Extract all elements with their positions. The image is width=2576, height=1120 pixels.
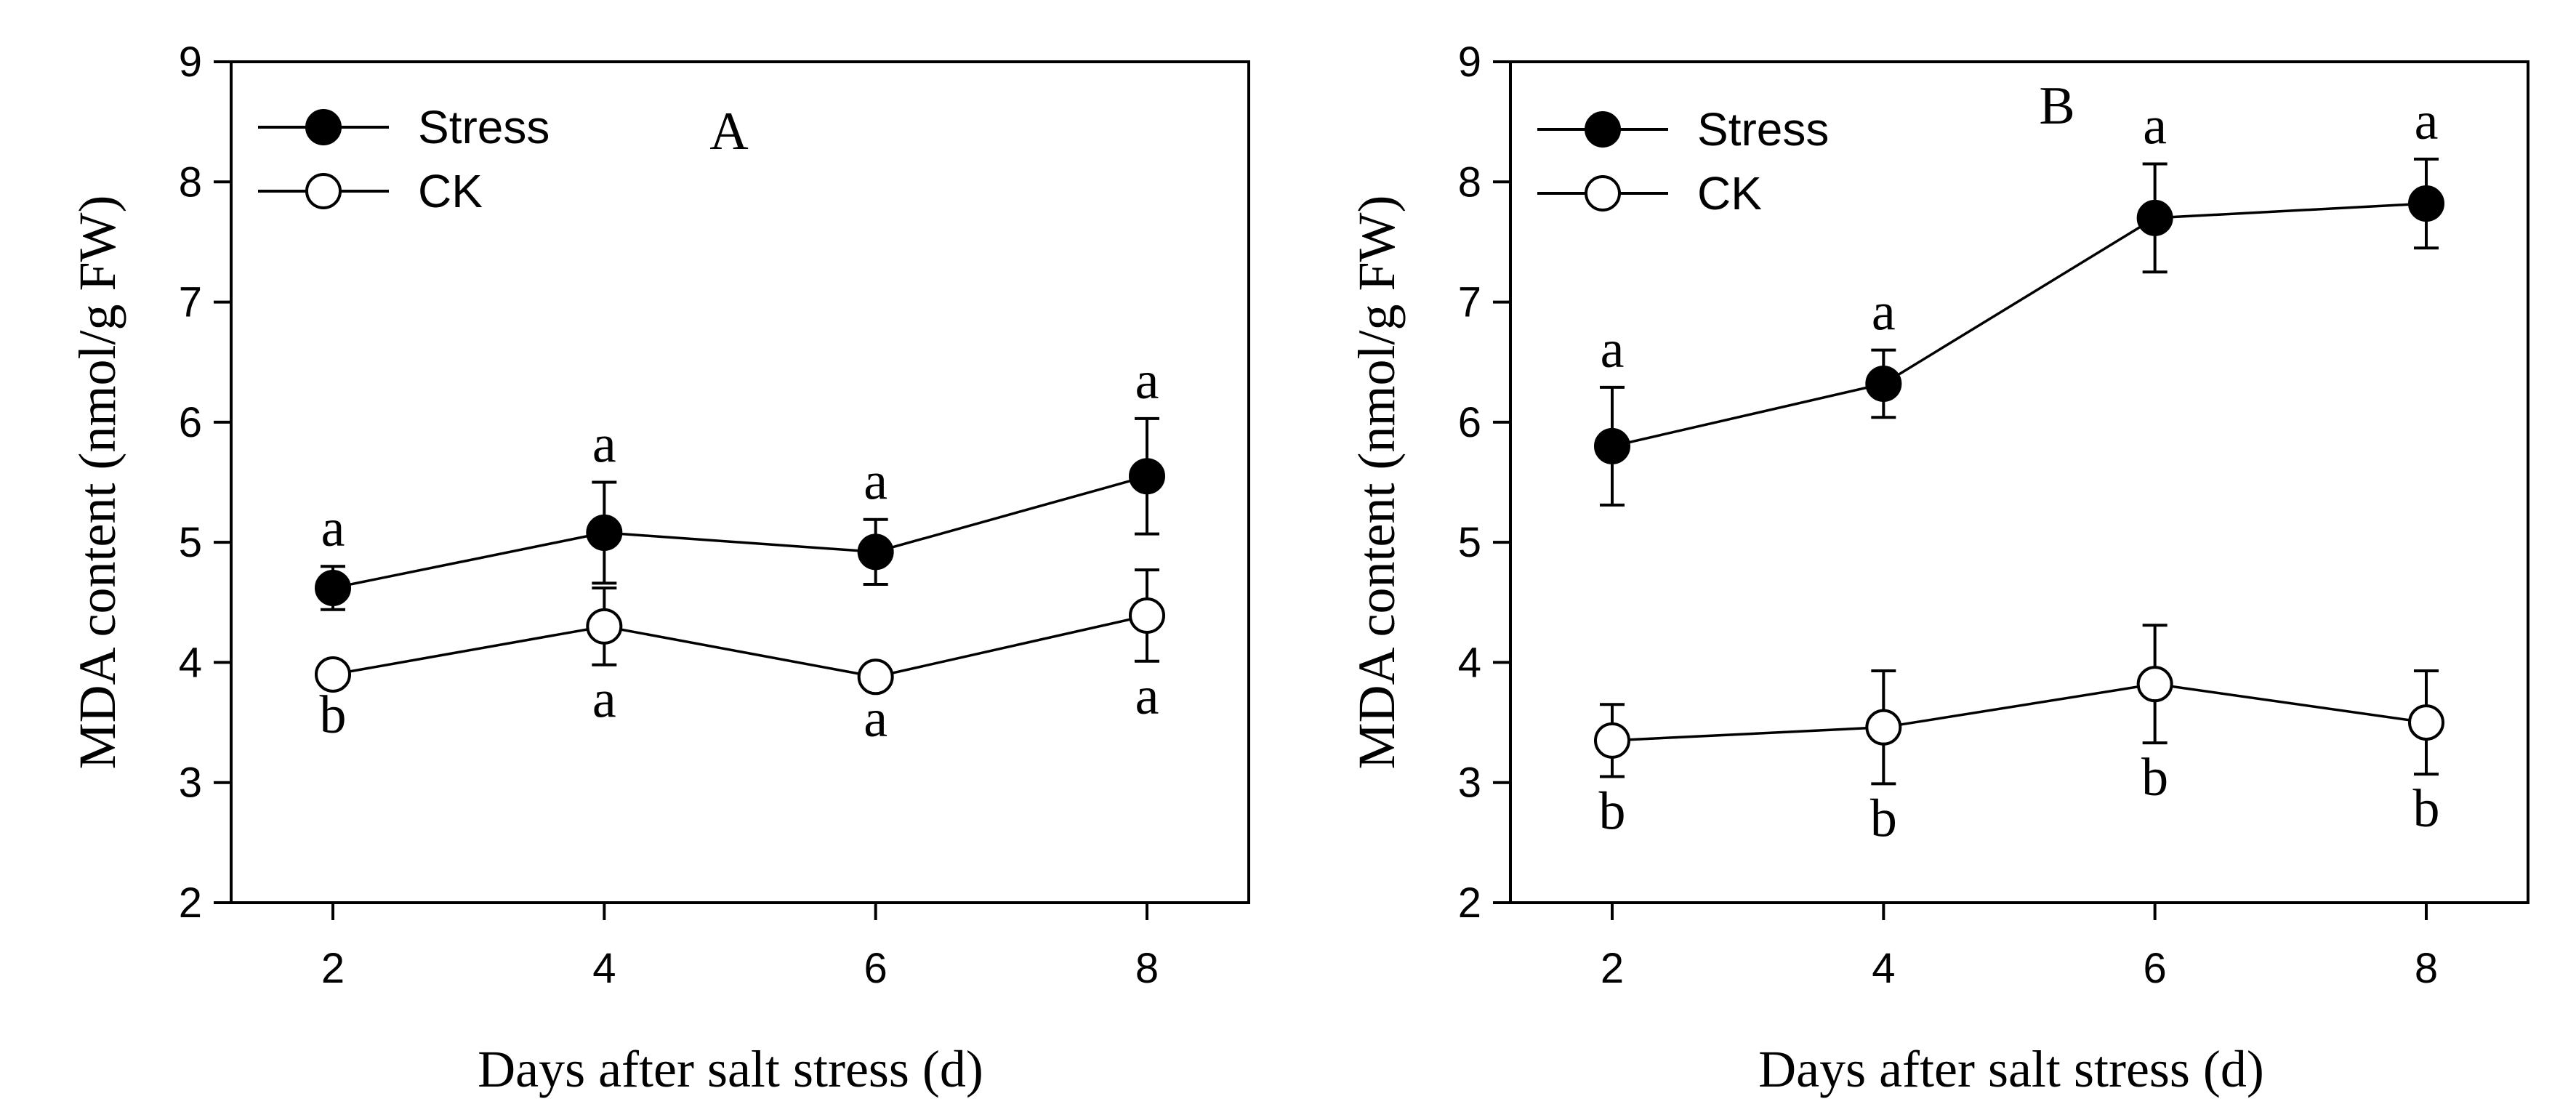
- data-point: [1865, 365, 1902, 402]
- y-tick-label: 4: [179, 639, 202, 686]
- plot-frame: [1509, 60, 2529, 904]
- significance-letter: a: [864, 452, 887, 512]
- panel-label: A: [709, 102, 748, 161]
- significance-letter: b: [320, 685, 347, 745]
- series-line: [332, 614, 1148, 679]
- significance-letter: a: [592, 670, 616, 730]
- significance-letter: a: [1872, 283, 1896, 342]
- data-point: [1865, 709, 1902, 746]
- data-point: [586, 514, 623, 551]
- series-stress: a a a a: [1594, 92, 2444, 507]
- data-point: [857, 658, 894, 696]
- legend-marker: [1585, 111, 1621, 148]
- y-tick-label: 2: [1458, 879, 1481, 927]
- data-point: [1594, 427, 1630, 464]
- data-point: [1594, 722, 1630, 759]
- significance-letter: a: [1601, 320, 1625, 379]
- data-point: [857, 533, 894, 571]
- x-tick-label: 2: [1601, 945, 1624, 992]
- y-tick-label: 2: [179, 879, 202, 927]
- legend-item-ck: CK: [1537, 167, 1762, 219]
- data-point: [1129, 458, 1165, 495]
- data-point: [315, 569, 351, 606]
- legend-label: CK: [418, 165, 483, 217]
- legend-marker: [1585, 175, 1621, 211]
- legend-item-ck: CK: [258, 165, 483, 217]
- data-point: [1129, 597, 1165, 634]
- y-tick-label: 8: [1458, 158, 1481, 206]
- data-point: [2136, 199, 2173, 236]
- legend-label: Stress: [418, 101, 550, 153]
- panel-label: B: [2039, 76, 2074, 136]
- series-ck: b bbb: [1594, 624, 2444, 848]
- chart-panel-b: 2 3 4 5 6 7 8 9 2 4 6 8 Days after salt stress (d) MD…: [1348, 39, 2529, 1098]
- y-tick-label: 3: [1458, 760, 1481, 807]
- y-tick-label: 5: [1458, 519, 1481, 566]
- data-point: [2408, 185, 2444, 222]
- chart-panel-a: 2 3 4 5 6 7 8 9 2 4 6 8 Days after salt stress (d) MD…: [68, 39, 1250, 1098]
- y-axis-title: MDA content (nmol/g FW): [68, 196, 126, 770]
- series-line: [1611, 682, 2427, 742]
- legend-item-stress: Stress: [1537, 103, 1829, 156]
- significance-letter: b: [1599, 781, 1626, 841]
- series-stress: a a a a: [315, 351, 1165, 611]
- legend-marker: [305, 109, 342, 145]
- significance-letter: b: [2141, 748, 2168, 807]
- x-tick-label: 6: [2144, 945, 2167, 992]
- series-line: [332, 475, 1148, 589]
- y-tick-label: 6: [179, 399, 202, 446]
- x-tick-label: 8: [1135, 945, 1159, 992]
- y-tick-label: 3: [179, 760, 202, 807]
- y-axis-title: MDA content (nmol/g FW): [1348, 196, 1406, 770]
- significance-letter: a: [1135, 666, 1159, 726]
- legend-label: Stress: [1697, 103, 1829, 156]
- x-axis-title: Days after salt stress (d): [1758, 1040, 2264, 1098]
- x-tick-label: 2: [321, 945, 345, 992]
- legend-label: CK: [1697, 167, 1762, 219]
- legend: Stress CK: [258, 101, 550, 217]
- significance-letter: a: [1135, 351, 1159, 411]
- y-tick-label: 4: [1458, 639, 1481, 686]
- data-point: [586, 608, 623, 645]
- significance-letter: a: [2143, 96, 2167, 156]
- series-line: [1611, 202, 2427, 448]
- y-tick-label: 6: [1458, 399, 1481, 446]
- y-tick-label: 8: [179, 158, 202, 206]
- plot-frame: [230, 60, 1250, 904]
- y-tick-label: 7: [179, 279, 202, 326]
- data-point: [2408, 704, 2444, 741]
- significance-letter: b: [2413, 779, 2440, 839]
- x-tick-label: 4: [592, 945, 616, 992]
- legend-marker: [305, 173, 342, 209]
- x-tick-label: 6: [864, 945, 887, 992]
- data-point: [2136, 666, 2173, 703]
- x-tick-label: 8: [2415, 945, 2438, 992]
- significance-letter: a: [864, 689, 887, 749]
- significance-letter: a: [592, 415, 616, 475]
- data-point: [315, 656, 351, 693]
- significance-letter: b: [1870, 789, 1897, 848]
- x-axis-title: Days after salt stress (d): [478, 1040, 983, 1098]
- x-tick-label: 4: [1872, 945, 1895, 992]
- y-tick-label: 5: [179, 519, 202, 566]
- y-tick-label: 7: [1458, 279, 1481, 326]
- legend-item-stress: Stress: [258, 101, 550, 153]
- legend: Stress CK: [1537, 103, 1829, 219]
- y-tick-label: 9: [1458, 39, 1481, 86]
- significance-letter: a: [2415, 92, 2439, 151]
- significance-letter: a: [321, 499, 345, 558]
- y-tick-label: 9: [179, 39, 202, 86]
